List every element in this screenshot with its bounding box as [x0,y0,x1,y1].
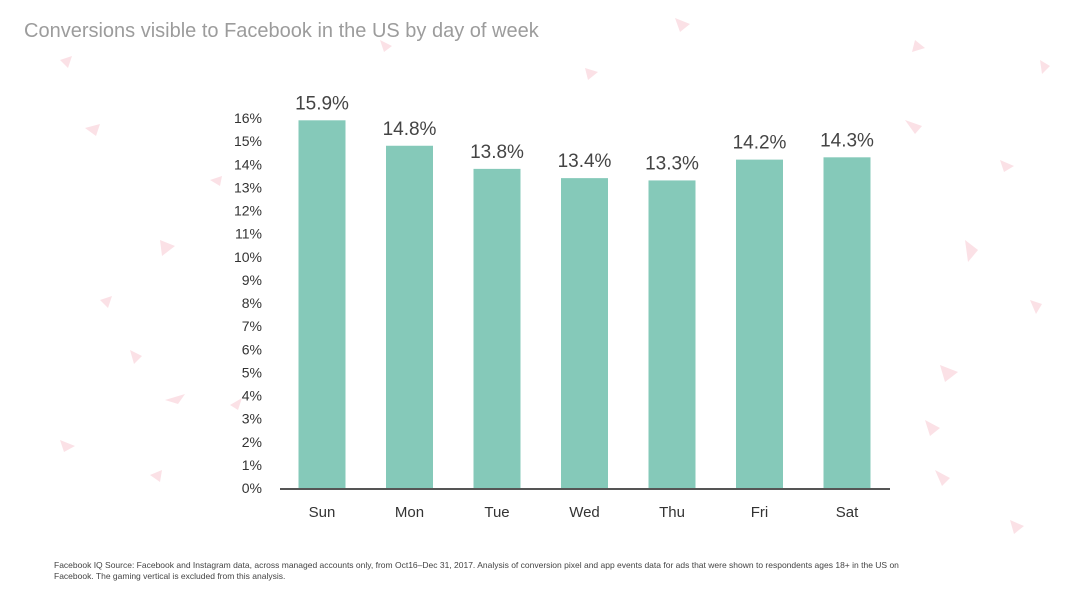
y-tick-label: 8% [242,295,262,311]
data-label-sun: 15.9% [295,93,349,114]
y-tick-label: 9% [242,272,262,288]
y-tick-label: 1% [242,457,262,473]
data-labels: 15.9% 14.8% 13.8% 13.4% 13.3% 14.2% 14.3% [295,93,874,174]
y-tick-label: 12% [234,203,262,219]
bars [298,120,871,488]
data-label-mon: 14.8% [383,119,437,140]
bar-sun [298,120,346,488]
x-tick-label-sun: Sun [309,504,336,521]
x-axis: Sun Mon Tue Wed Thu Fri Sat [280,488,890,521]
y-tick-label: 7% [242,318,262,334]
data-label-tue: 13.8% [470,142,524,163]
x-tick-label-fri: Fri [751,504,769,521]
chart-title: Conversions visible to Facebook in the U… [24,20,539,42]
y-tick-label: 16% [234,110,262,126]
y-tick-label: 4% [242,388,262,404]
y-tick-label: 15% [234,133,262,149]
bar-tue [473,168,521,488]
source-footnote: Facebook IQ Source: Facebook and Instagr… [54,560,899,581]
data-label-wed: 13.4% [558,151,612,172]
bar-fri [736,159,783,488]
data-label-thu: 13.3% [645,153,699,174]
y-tick-label: 13% [234,179,262,195]
y-tick-label: 3% [242,411,262,427]
bar-thu [648,180,696,488]
y-tick-label: 14% [234,156,262,172]
bar-sat [823,157,871,488]
y-axis: 0% 1% 2% 3% 4% 5% 6% 7% 8% 9% 10% 11% 12% 13% 14% 15% 16… [234,110,262,496]
y-tick-label: 10% [234,249,262,265]
bar-wed [561,178,608,488]
y-tick-label: 5% [242,364,262,380]
x-tick-label-thu: Thu [659,504,685,521]
x-tick-label-mon: Mon [395,504,424,521]
x-tick-label-tue: Tue [484,504,509,521]
y-tick-label: 2% [242,434,262,450]
bar-mon [386,145,433,488]
x-tick-label-wed: Wed [569,504,600,521]
y-tick-label: 6% [242,341,262,357]
data-label-fri: 14.2% [733,133,787,154]
y-tick-label: 11% [235,226,262,242]
data-label-sat: 14.3% [820,130,874,151]
x-tick-label-sat: Sat [836,504,859,521]
y-tick-label: 0% [242,480,262,496]
